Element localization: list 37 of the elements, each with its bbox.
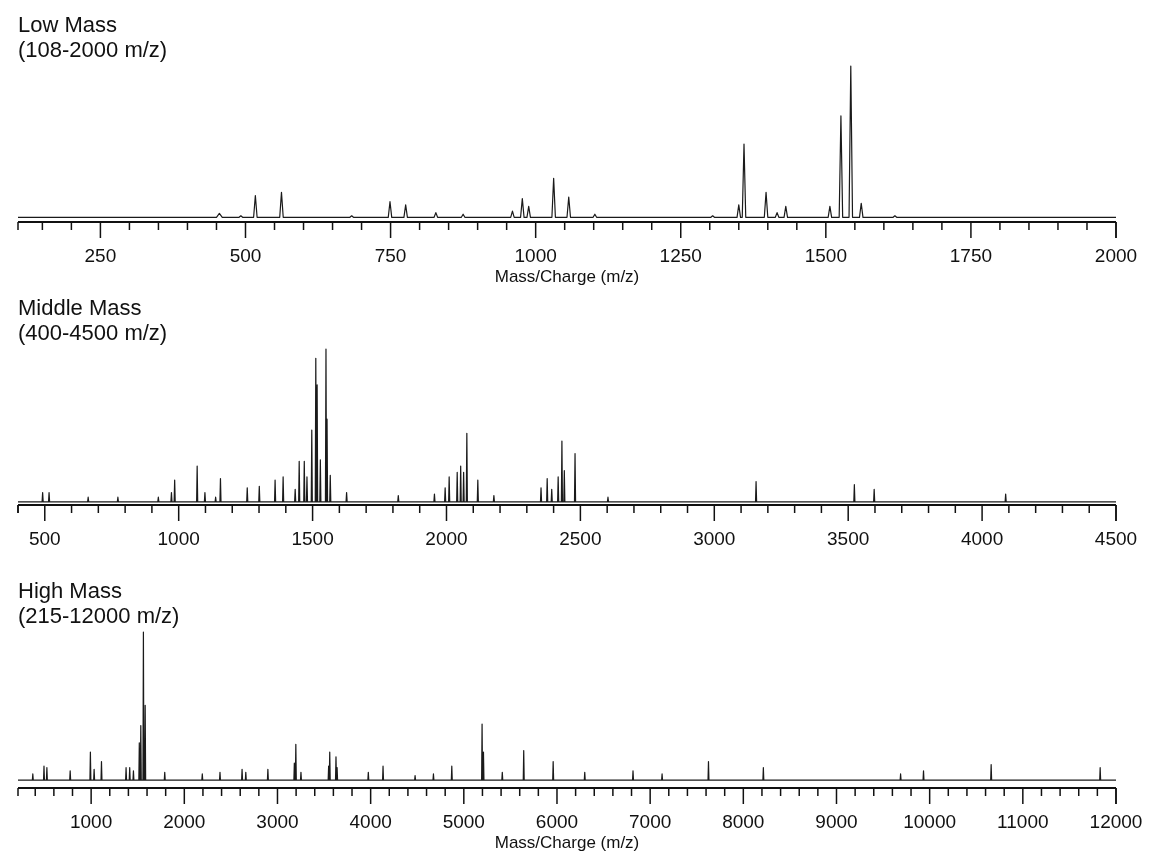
- x-tick-label: 1500: [804, 245, 847, 266]
- x-tick-label: 500: [28, 528, 61, 549]
- x-tick-label: 4000: [960, 528, 1004, 549]
- chart-subtitle: (400-4500 m/z): [18, 320, 168, 345]
- x-tick-label: 2000: [425, 528, 468, 549]
- chart-subtitle: (215-12000 m/z): [18, 603, 180, 628]
- x-tick-label: 1500: [291, 528, 334, 549]
- x-tick-label: 3000: [693, 528, 736, 549]
- x-tick-label: 1750: [949, 245, 993, 266]
- x-tick-label: 11000: [997, 811, 1049, 832]
- x-tick-label: 2500: [559, 528, 602, 549]
- x-tick-label: 4500: [1094, 528, 1138, 549]
- chart-title: High Mass: [18, 578, 122, 603]
- x-tick-label: 8000: [722, 811, 765, 832]
- x-axis-title: Mass/Charge (m/z): [494, 833, 640, 852]
- x-tick-label: 1000: [70, 811, 113, 832]
- x-tick-label: 3500: [827, 528, 870, 549]
- x-tick-label: 250: [84, 245, 117, 266]
- x-tick-label: 2000: [163, 811, 206, 832]
- x-tick-label: 5000: [442, 811, 485, 832]
- x-tick-label: 750: [374, 245, 407, 266]
- x-tick-label: 9000: [815, 811, 858, 832]
- x-tick-label: 500: [229, 245, 262, 266]
- chart-subtitle: (108-2000 m/z): [18, 37, 168, 62]
- x-tick-label: 1000: [514, 245, 557, 266]
- chart-title: Low Mass: [18, 12, 118, 37]
- x-tick-label: 3000: [256, 811, 299, 832]
- chart-title: Middle Mass: [18, 295, 142, 320]
- x-tick-label: 7000: [629, 811, 672, 832]
- x-tick-label: 1250: [659, 245, 702, 266]
- x-tick-label: 10000: [903, 811, 957, 832]
- x-tick-label: 2000: [1094, 245, 1138, 266]
- x-tick-label: 12000: [1089, 811, 1143, 832]
- x-axis-title: Mass/Charge (m/z): [494, 267, 640, 286]
- x-tick-label: 1000: [157, 528, 200, 549]
- x-tick-label: 4000: [349, 811, 392, 832]
- x-tick-label: 6000: [535, 811, 579, 832]
